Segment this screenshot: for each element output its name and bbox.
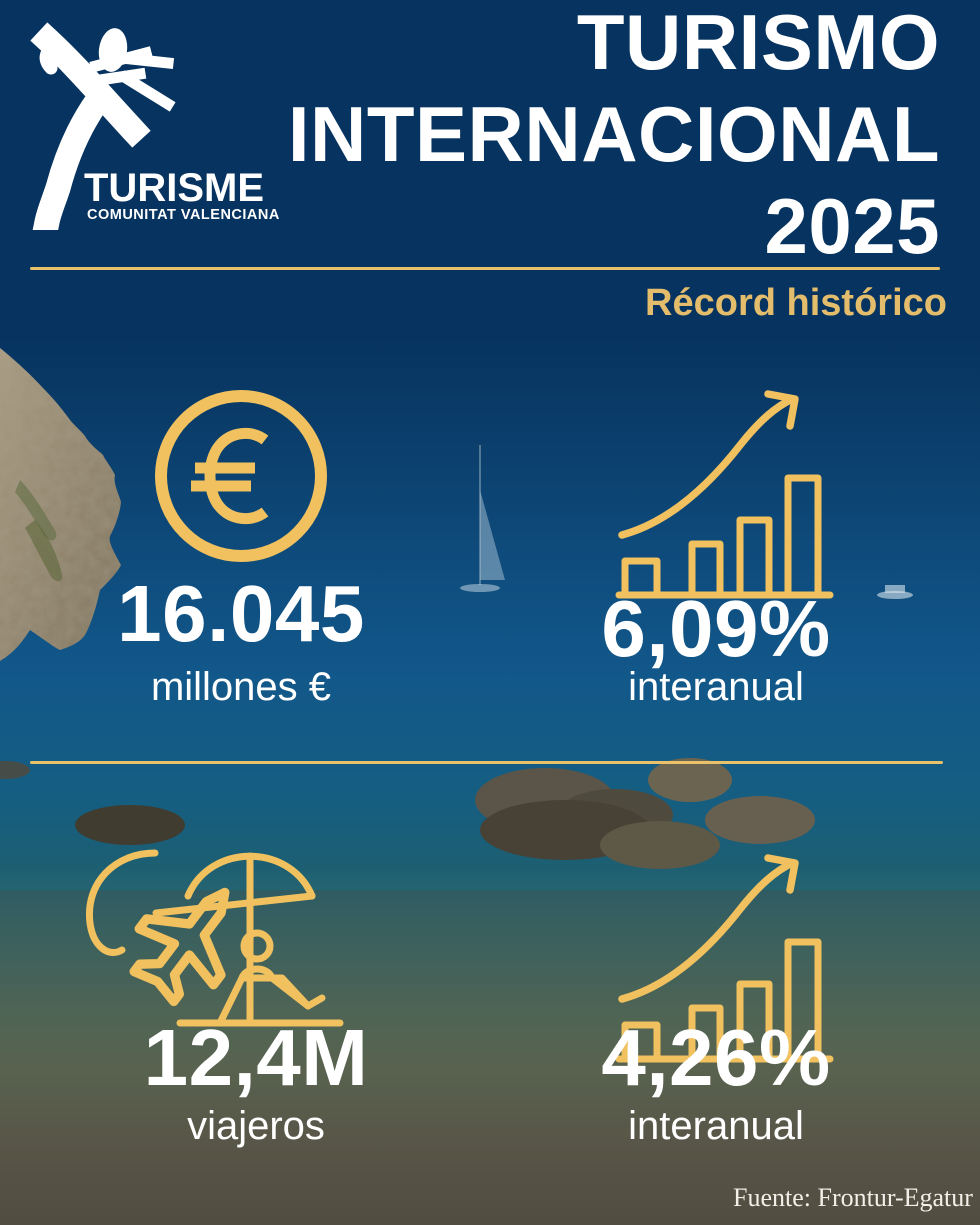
svg-text:COMUNITAT VALENCIANA: COMUNITAT VALENCIANA [87,207,280,223]
svg-text:TURISME: TURISME [84,166,264,210]
